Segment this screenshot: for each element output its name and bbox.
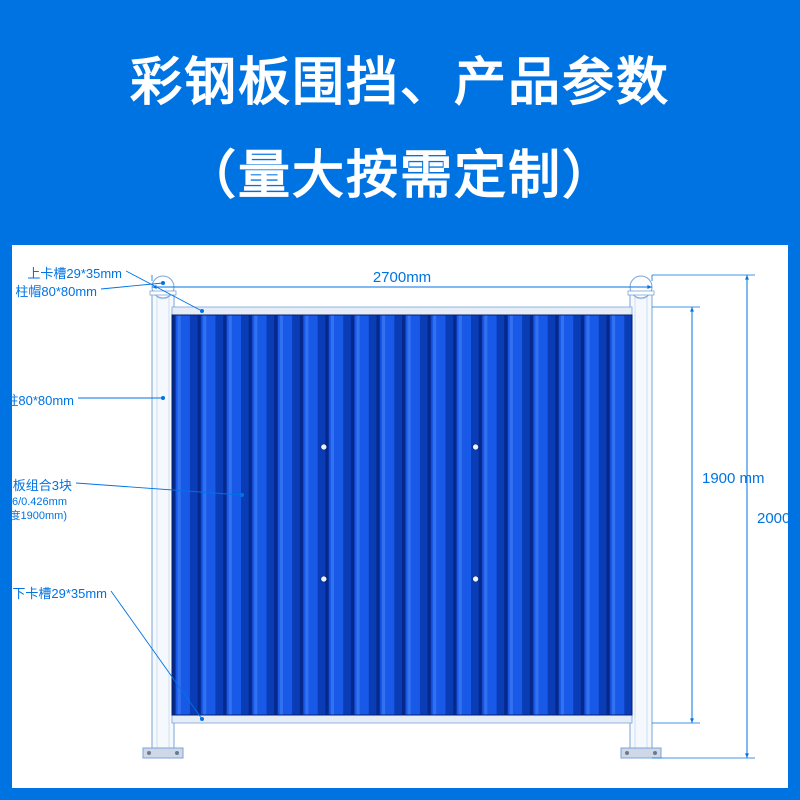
label-panel-sub2: 高度1900mm) [0,507,67,523]
diagram-svg [12,245,788,788]
dim-width-label: 2700mm [373,269,431,286]
label-post-cap: 柱帽80*80mm [15,281,97,300]
dim-h1-label: 1900 mm [702,470,765,487]
label-panel-combo: 彩钢板组合3块 [0,475,72,494]
diagram-container: 上卡槽29*35mm 柱帽80*80mm 镀锌立柱80*80mm 彩钢板组合3块… [12,245,788,788]
label-bottom-slot: 下卡槽29*35mm [12,583,107,602]
dim-h2-label: 2000 mm [757,510,800,527]
title-line2: （量大按需定制） [0,133,800,208]
label-galv-post: 镀锌立柱80*80mm [0,390,74,409]
label-top-slot: 上卡槽29*35mm [27,263,122,282]
title-line1: 彩钢板围挡、产品参数 [0,40,800,115]
header: 彩钢板围挡、产品参数 （量大按需定制） [0,0,800,208]
